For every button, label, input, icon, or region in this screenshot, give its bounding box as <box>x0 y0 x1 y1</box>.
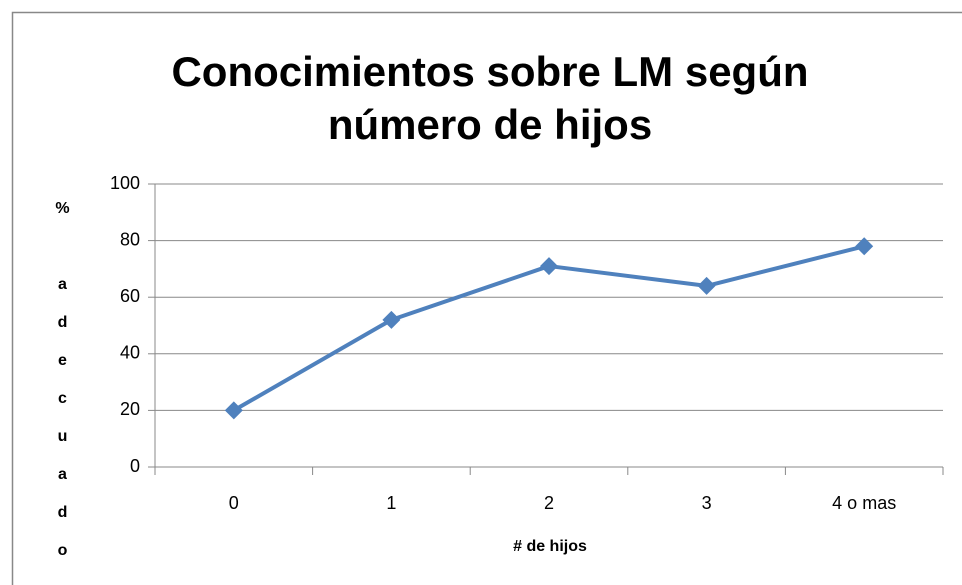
marker <box>697 276 716 295</box>
x-tick-label: 4 o mas <box>832 493 896 513</box>
x-axis-label: # de hijos <box>513 538 587 555</box>
x-tick-label: 2 <box>544 493 554 513</box>
y-axis-label: % adecuado <box>54 200 71 580</box>
x-tick-label: 1 <box>386 493 396 513</box>
y-tick-label: 60 <box>120 286 140 306</box>
frame <box>11 11 962 585</box>
y-tick-label: 80 <box>120 229 140 249</box>
x-tick-label: 0 <box>229 493 239 513</box>
marker <box>540 257 558 276</box>
y-tick-label: 0 <box>130 456 140 476</box>
chart-title: Conocimientos sobre LM según <box>171 48 808 95</box>
y-tick-label: 40 <box>120 343 140 363</box>
marker <box>855 237 874 256</box>
y-tick-label: 100 <box>110 173 140 193</box>
marker <box>382 310 401 329</box>
x-tick-label: 3 <box>702 493 712 513</box>
chart-title: número de hijos <box>328 101 652 148</box>
marker <box>224 401 243 420</box>
y-tick-label: 20 <box>120 399 140 419</box>
